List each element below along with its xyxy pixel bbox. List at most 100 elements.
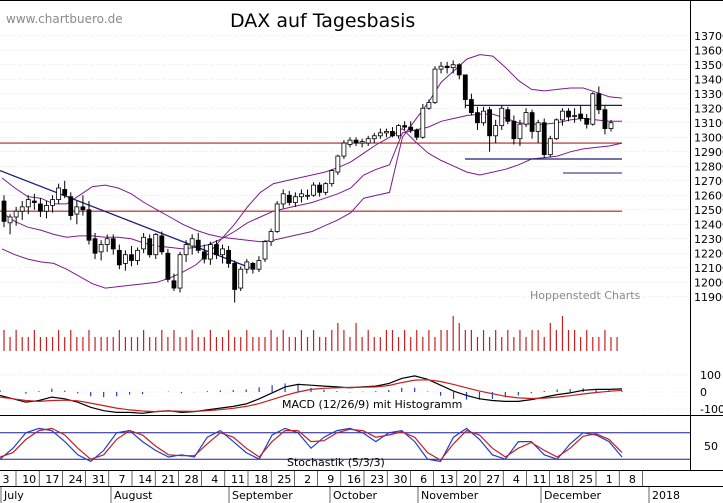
stochastic-panel: 50 [0, 427, 718, 463]
candle [602, 109, 608, 129]
price-tick-label: 12600 [694, 189, 723, 202]
candle [44, 204, 49, 212]
candle [444, 65, 450, 69]
candle [13, 210, 19, 218]
candle [572, 115, 577, 117]
candle [98, 244, 104, 253]
price-tick-label: 12400 [694, 218, 723, 231]
macd-panel: 100 0 -100 [0, 369, 723, 416]
candle [499, 107, 505, 127]
date-tick-label: 8 [629, 473, 636, 486]
candle [226, 249, 231, 264]
price-tick-label: 13200 [694, 102, 723, 115]
macd-tick-label: 0 [700, 386, 707, 399]
candle [68, 196, 74, 216]
candle [80, 206, 86, 211]
date-tick-label: 25 [579, 473, 593, 486]
month-label: 2018 [652, 489, 680, 502]
price-tick-label: 13100 [694, 117, 723, 130]
price-axis: 11900 1200012100 1220012300 1240012500 12600… [694, 30, 723, 304]
date-tick-label: 11 [231, 473, 245, 486]
candle [566, 110, 571, 118]
candle [62, 189, 68, 196]
candlesticks [1, 60, 614, 303]
month-label: July [3, 489, 24, 502]
candle [220, 248, 225, 256]
candle [1, 200, 7, 222]
candle [335, 155, 341, 173]
candle [608, 122, 614, 129]
candle [523, 112, 529, 125]
price-tick-label: 13500 [694, 59, 723, 72]
candle [286, 194, 292, 203]
candle [560, 110, 565, 121]
price-tick-label: 13400 [694, 73, 723, 86]
candle [547, 138, 553, 156]
month-label: August [114, 489, 153, 502]
candle [305, 194, 310, 197]
candle [177, 254, 183, 289]
date-tick-label: 2 [304, 473, 311, 486]
candle [438, 65, 444, 70]
macd-line [0, 379, 623, 413]
date-tick-label: 20 [463, 473, 477, 486]
date-tick-label: 18 [556, 473, 570, 486]
candle [590, 93, 596, 125]
date-tick-label: 10 [22, 473, 36, 486]
candle [92, 238, 98, 254]
candle [50, 199, 55, 206]
price-tick-label: 13300 [694, 88, 723, 101]
candle [420, 107, 426, 138]
price-tick-label: 13000 [694, 131, 723, 144]
candle [456, 64, 462, 76]
candle [189, 238, 195, 247]
bollinger-lower [1, 127, 623, 289]
candle [426, 102, 432, 109]
date-tick-label: 6 [420, 473, 427, 486]
date-tick-label: 3 [3, 473, 10, 486]
watermark: www.chartbuero.de [6, 12, 123, 26]
date-axis: 3 10 17 24 31 7 14 21 28 4 11 18 25 2 9 16 23 30 6 13 20 27 4 1… [0, 470, 680, 503]
candle [359, 141, 365, 144]
date-tick-label: 17 [45, 473, 59, 486]
candle [116, 249, 122, 266]
price-tick-label: 12700 [694, 175, 723, 188]
month-label: December [544, 489, 602, 502]
price-tick-label: 12200 [694, 247, 723, 260]
candle [390, 131, 395, 137]
candle [377, 132, 383, 137]
candle [535, 122, 541, 132]
candle [487, 109, 493, 137]
price-tick-label: 11900 [694, 291, 723, 304]
candle [232, 262, 238, 290]
candle [432, 68, 438, 103]
candle [74, 206, 80, 215]
candle [280, 193, 286, 205]
candle [511, 120, 517, 140]
candle [171, 280, 177, 289]
price-tick-label: 12800 [694, 160, 723, 173]
chart-grid [0, 35, 690, 298]
date-tick-label: 9 [327, 473, 334, 486]
price-tick-label: 13700 [694, 30, 723, 43]
candle [553, 119, 559, 140]
macd-tick-label: 100 [700, 369, 721, 382]
candle [292, 196, 298, 203]
candle [462, 74, 468, 100]
price-tick-label: 12500 [694, 204, 723, 217]
macd-label: MACD (12/26/9) mit Histogramm [282, 398, 462, 411]
candle [408, 126, 414, 131]
bollinger-bands [1, 54, 623, 289]
candle [123, 254, 128, 264]
price-tick-label: 12900 [694, 146, 723, 159]
bollinger-upper [1, 54, 623, 243]
candle [450, 64, 456, 69]
price-tick-label: 12000 [694, 276, 723, 289]
candle [347, 139, 353, 145]
macd-tick-label: -100 [700, 403, 723, 416]
candle [238, 268, 244, 289]
candle [584, 118, 590, 125]
candle [396, 125, 401, 137]
